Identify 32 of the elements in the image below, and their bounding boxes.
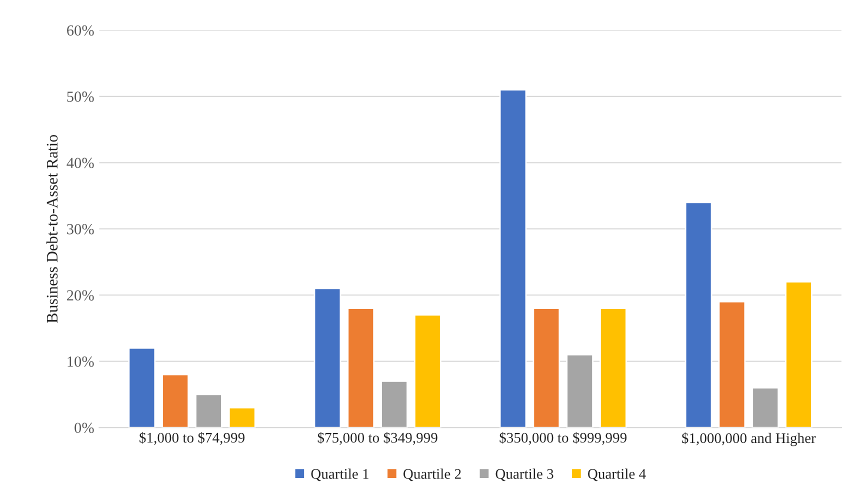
bar xyxy=(600,308,627,428)
y-axis-title: Business Debt-to-Asset Ratio xyxy=(46,134,58,323)
legend-label: Quartile 4 xyxy=(588,468,646,482)
legend-label: Quartile 2 xyxy=(403,468,461,482)
bar xyxy=(684,202,712,428)
bar xyxy=(195,394,222,428)
bar xyxy=(128,347,156,428)
y-tick-label: 40% xyxy=(66,158,94,168)
x-tick-label: $75,000 to $349,999 xyxy=(318,432,438,445)
legend-label: Quartile 1 xyxy=(311,468,368,482)
bar xyxy=(414,314,442,428)
x-tick-label: $350,000 to $999,999 xyxy=(500,432,627,445)
y-tick-label: 60% xyxy=(67,25,94,36)
y-tick-label: 50% xyxy=(67,92,94,102)
bar xyxy=(532,308,560,428)
bar xyxy=(228,406,256,428)
bar xyxy=(499,89,527,428)
bar xyxy=(314,288,342,428)
legend-label: Quartile 3 xyxy=(496,468,554,482)
bar xyxy=(566,354,594,428)
bar xyxy=(162,374,189,428)
bar xyxy=(785,281,812,428)
y-tick-label: 20% xyxy=(67,290,94,301)
bar xyxy=(347,308,375,428)
bar xyxy=(752,387,780,428)
x-tick-label: $1,000,000 and Higher xyxy=(682,432,816,446)
y-tick-label: 0% xyxy=(74,422,94,434)
bar xyxy=(718,301,746,428)
bar xyxy=(380,380,408,428)
x-tick-label: $1,000 to $74,999 xyxy=(140,432,244,445)
y-tick-label: 30% xyxy=(67,224,94,234)
y-tick-label: 10% xyxy=(68,356,94,367)
